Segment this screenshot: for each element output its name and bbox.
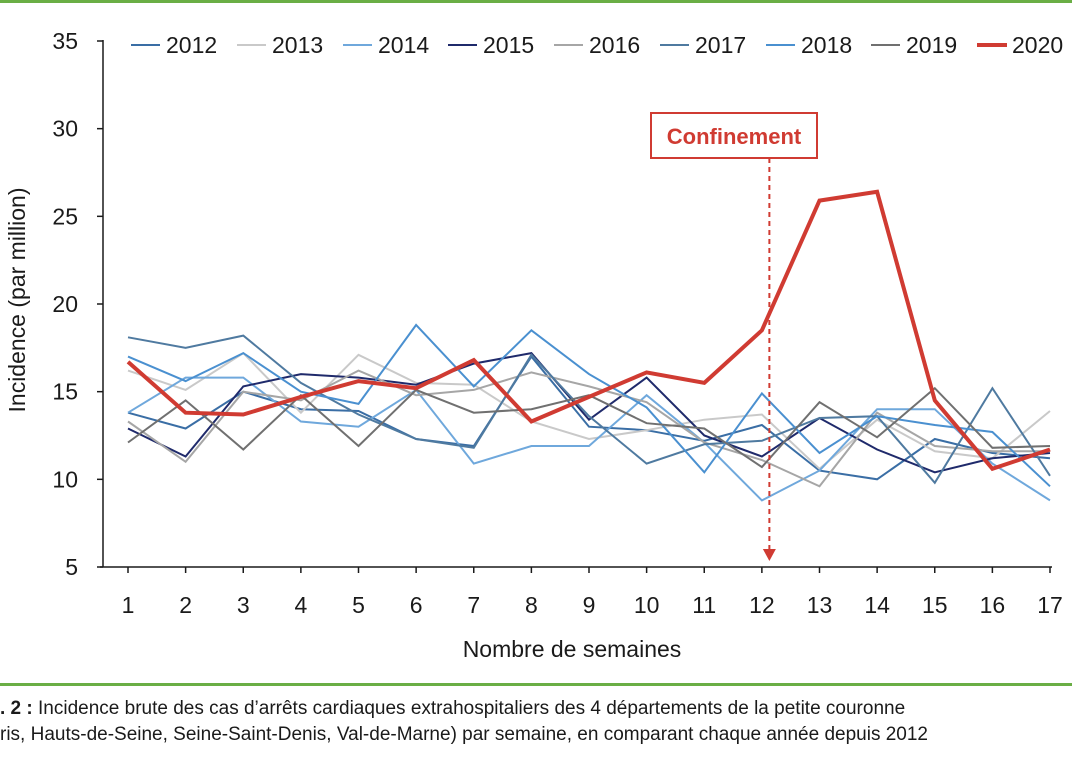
x-tick-label: 11 [692, 592, 716, 618]
x-tick-label: 1 [122, 592, 135, 618]
caption-line-1: . 2 : Incidence brute des cas d’arrêts c… [0, 696, 1072, 722]
legend-label-2016: 2016 [589, 32, 640, 58]
caption-line-2: ris, Hauts-de-Seine, Seine-Saint-Denis, … [0, 724, 929, 745]
legend-label-2018: 2018 [801, 32, 852, 58]
x-tick-label: 7 [467, 592, 480, 618]
caption-text-1: Incidence brute des cas d’arrêts cardiaq… [32, 698, 906, 719]
bottom-rule [0, 683, 1072, 686]
series-line-2018 [127, 323, 1051, 488]
y-tick-label: 25 [52, 203, 78, 229]
annotation-label: Confinement [667, 124, 802, 149]
legend-label-2019: 2019 [906, 32, 957, 58]
legend-label-2015: 2015 [483, 32, 534, 58]
x-tick-label: 9 [583, 592, 596, 618]
figure-caption: . 2 : Incidence brute des cas d’arrêts c… [0, 696, 1072, 748]
caption-figure-number: . 2 : [0, 698, 33, 719]
series-line-2017 [127, 334, 1051, 485]
y-tick-label: 15 [52, 379, 78, 405]
x-tick-label: 17 [1037, 592, 1063, 618]
x-tick-label: 8 [525, 592, 538, 618]
y-tick-label: 10 [52, 466, 78, 492]
x-tick-label: 2 [179, 592, 192, 618]
x-tick-label: 12 [749, 592, 775, 618]
x-tick-label: 6 [410, 592, 423, 618]
x-tick-label: 10 [634, 592, 660, 618]
legend-label-2013: 2013 [272, 32, 323, 58]
series-line-2013 [127, 351, 1051, 471]
x-tick-label: 4 [294, 592, 307, 618]
top-rule [0, 0, 1072, 3]
annotation-arrowhead [762, 549, 776, 561]
y-tick-label: 5 [65, 554, 78, 580]
series-line-2020 [126, 189, 1051, 472]
y-tick-label: 30 [52, 116, 78, 142]
x-tick-label: 13 [807, 592, 833, 618]
series-line-2016 [127, 369, 1050, 488]
x-tick-label: 15 [922, 592, 948, 618]
x-tick-label: 14 [864, 592, 890, 618]
annotation-box [650, 112, 818, 159]
y-tick-label: 35 [52, 28, 78, 54]
series-line-2014 [127, 376, 1051, 502]
y-axis-title: Incidence (par million) [4, 188, 30, 413]
y-tick-label: 20 [52, 291, 78, 317]
legend-label-2017: 2017 [695, 32, 746, 58]
legend-label-2014: 2014 [378, 32, 429, 58]
x-tick-label: 3 [237, 592, 250, 618]
legend-label-2012: 2012 [166, 32, 217, 58]
legend-label-2020: 2020 [1012, 32, 1063, 58]
x-tick-label: 16 [980, 592, 1006, 618]
x-tick-label: 5 [352, 592, 365, 618]
x-axis-title: Nombre de semaines [463, 636, 682, 662]
